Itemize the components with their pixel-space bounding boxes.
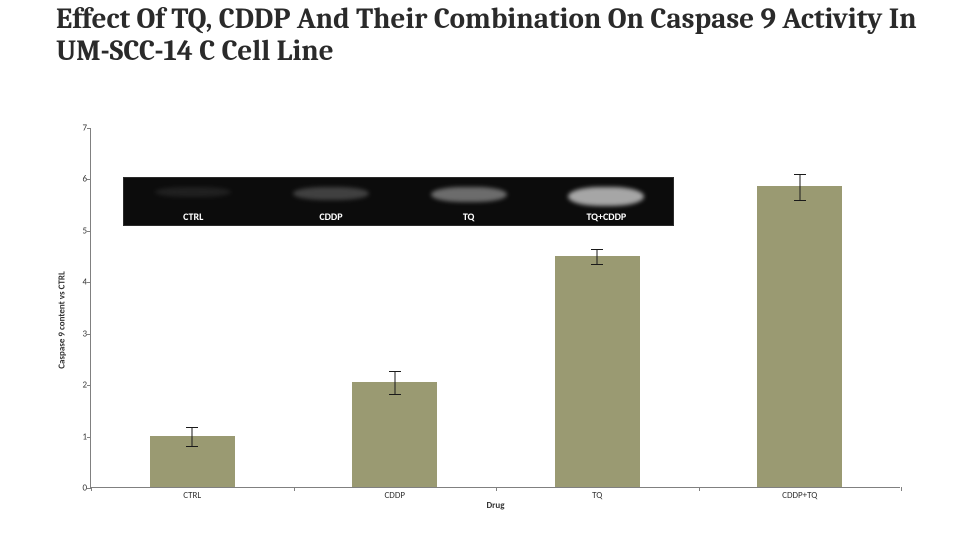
x-tick-mark — [901, 487, 902, 491]
y-tick-label: 3 — [73, 328, 87, 339]
x-category-label: TQ — [592, 490, 602, 501]
bar — [352, 382, 437, 487]
gel-band — [155, 187, 231, 197]
y-tick-label: 2 — [73, 380, 87, 391]
gel-band — [431, 187, 507, 203]
y-tick-mark — [87, 231, 91, 232]
x-tick-mark — [699, 487, 700, 491]
x-tick-mark — [91, 487, 92, 491]
error-cap — [186, 446, 198, 447]
gel-lane-label: TQ — [463, 210, 475, 223]
error-cap — [794, 174, 806, 175]
error-cap — [389, 371, 401, 372]
gel-band — [293, 187, 369, 200]
y-tick-label: 1 — [73, 431, 87, 442]
y-tick-label: 5 — [73, 225, 87, 236]
gel-band — [568, 187, 644, 206]
x-tick-mark — [294, 487, 295, 491]
gel-image-panel: CTRL CDDP TQ TQ+CDDP — [123, 177, 674, 226]
x-category-label: CTRL — [183, 490, 201, 501]
y-tick-mark — [87, 128, 91, 129]
error-cap — [389, 394, 401, 395]
x-tick-mark — [496, 487, 497, 491]
gel-lane-label: CDDP — [319, 210, 342, 223]
y-tick-label: 6 — [73, 174, 87, 185]
x-axis-label: Drug — [487, 500, 505, 511]
error-cap — [794, 200, 806, 201]
y-tick-mark — [87, 385, 91, 386]
error-bar — [799, 174, 800, 200]
y-tick-mark — [87, 334, 91, 335]
plot-area: Drug 01234567CTRLCDDPTQCDDP+TQCTRLCDDPTQ… — [90, 128, 900, 488]
y-tick-label: 7 — [73, 123, 87, 134]
bar — [555, 256, 640, 487]
x-category-label: CDDP+TQ — [782, 490, 817, 501]
error-cap — [591, 249, 603, 250]
error-bar — [597, 249, 598, 264]
chart-container: Caspase 9 content vs CTRL Drug 01234567C… — [72, 128, 900, 512]
error-cap — [591, 264, 603, 265]
error-cap — [186, 427, 198, 428]
y-tick-mark — [87, 437, 91, 438]
y-tick-mark — [87, 282, 91, 283]
page-title: Effect Of TQ, CDDP And Their Combination… — [56, 4, 920, 69]
bar — [757, 186, 842, 487]
error-bar — [192, 427, 193, 446]
y-tick-label: 0 — [73, 483, 87, 494]
x-category-label: CDDP — [384, 490, 405, 501]
y-tick-label: 4 — [73, 277, 87, 288]
error-bar — [394, 371, 395, 394]
gel-lane-label: TQ+CDDP — [586, 210, 626, 223]
y-axis-label: Caspase 9 content vs CTRL — [57, 271, 68, 369]
y-tick-mark — [87, 179, 91, 180]
gel-lane-label: CTRL — [183, 210, 203, 223]
